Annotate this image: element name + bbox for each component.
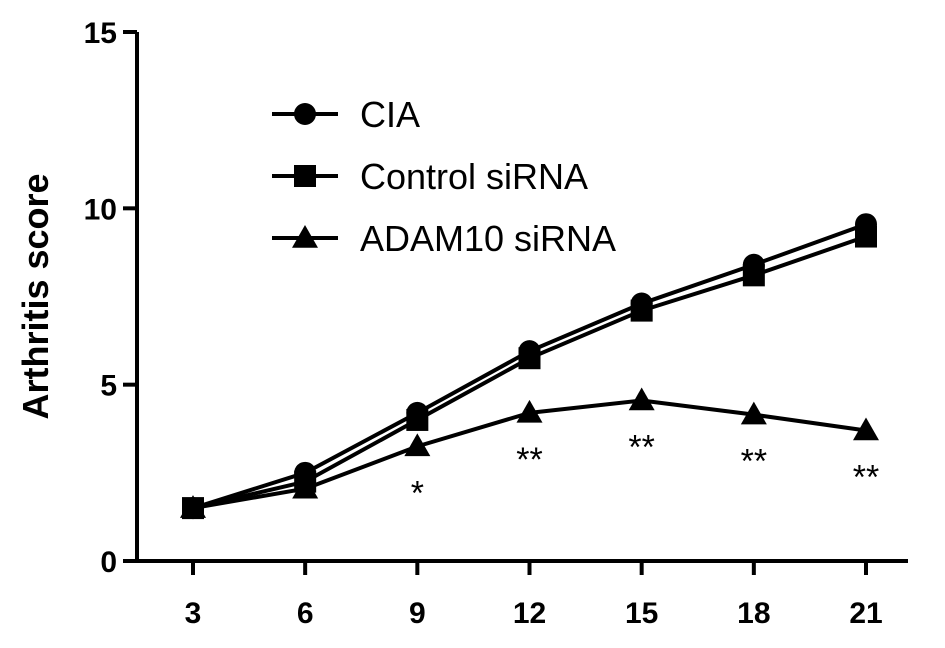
data-point-square [518, 347, 541, 370]
series-triangle [180, 387, 879, 518]
data-point-triangle [740, 401, 767, 425]
y-tick-label: 0 [100, 546, 117, 579]
x-tick-label: 18 [737, 597, 770, 630]
y-axis-title: Arthritis score [15, 173, 56, 419]
x-tick-label: 15 [625, 597, 658, 630]
data-point-triangle [853, 417, 879, 441]
significance-marker: * [411, 474, 424, 512]
data-point-square [406, 408, 429, 431]
data-point-triangle [404, 433, 431, 457]
significance-annotations: *** ** ** ** [411, 429, 880, 513]
x-tick-label: 6 [297, 597, 314, 630]
y-tick-label: 10 [84, 193, 117, 226]
data-point-square [855, 225, 877, 248]
data-point-square [630, 299, 653, 322]
legend-item: CIA [272, 94, 420, 135]
y-tick-label: 5 [100, 370, 117, 403]
data-point-square [742, 264, 765, 287]
legend-label: Control siRNA [360, 156, 588, 197]
legend-item: ADAM10 siRNA [272, 218, 616, 259]
data-point-triangle [292, 475, 319, 499]
legend-marker-square [294, 165, 316, 187]
x-tick-label: 9 [409, 597, 426, 630]
significance-marker: ** [628, 429, 654, 467]
significance-marker: ** [741, 443, 767, 481]
legend-label: ADAM10 siRNA [360, 218, 616, 259]
data-point-triangle [180, 495, 206, 518]
legend-item: Control siRNA [272, 156, 588, 197]
legend-label: CIA [360, 94, 420, 135]
x-axis-ticks: 3 6 9 12 15 18 21 [185, 561, 883, 630]
x-tick-label: 3 [185, 597, 202, 630]
series-layer [180, 213, 879, 520]
significance-marker: ** [516, 441, 542, 479]
y-tick-label: 15 [84, 17, 117, 50]
data-point-triangle [628, 387, 655, 411]
legend: CIA Control siRNA ADAM10 siRNA [272, 94, 616, 259]
data-point-triangle [516, 399, 543, 423]
significance-marker: ** [853, 459, 879, 497]
legend-marker-circle [294, 103, 316, 125]
y-axis-ticks: 0 5 10 15 [84, 17, 137, 579]
x-tick-label: 12 [513, 597, 546, 630]
x-tick-label: 21 [849, 597, 882, 630]
legend-marker-triangle [292, 225, 318, 248]
